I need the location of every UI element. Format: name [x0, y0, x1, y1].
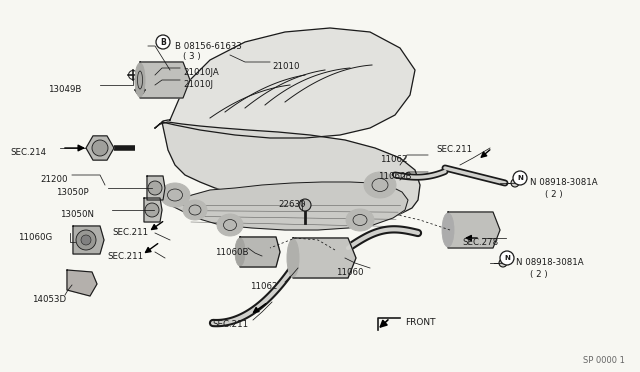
Circle shape	[513, 171, 527, 185]
Polygon shape	[86, 136, 114, 160]
Circle shape	[145, 203, 159, 217]
Polygon shape	[155, 122, 420, 222]
Text: 11060B: 11060B	[378, 172, 412, 181]
Circle shape	[76, 230, 96, 250]
Polygon shape	[67, 270, 97, 296]
Text: 11060B: 11060B	[215, 248, 248, 257]
Text: FRONT: FRONT	[405, 318, 435, 327]
Circle shape	[81, 235, 91, 245]
Text: 21200: 21200	[40, 175, 67, 184]
Text: SEC.214: SEC.214	[10, 148, 46, 157]
Text: SEC.211: SEC.211	[212, 320, 248, 329]
Text: SEC.278: SEC.278	[462, 238, 498, 247]
Circle shape	[148, 181, 162, 195]
Text: 11060: 11060	[336, 268, 364, 277]
Text: 13050P: 13050P	[56, 188, 88, 197]
Ellipse shape	[346, 209, 374, 231]
Text: N: N	[504, 255, 510, 261]
Polygon shape	[240, 237, 280, 267]
Ellipse shape	[135, 63, 145, 97]
Text: N 08918-3081A: N 08918-3081A	[516, 258, 584, 267]
Ellipse shape	[235, 238, 245, 266]
Text: 11062: 11062	[380, 155, 408, 164]
Circle shape	[156, 35, 170, 49]
Text: 21010: 21010	[272, 62, 300, 71]
Text: ( 3 ): ( 3 )	[183, 52, 200, 61]
Text: 13049B: 13049B	[48, 85, 81, 94]
Text: 11062: 11062	[250, 282, 278, 291]
Ellipse shape	[287, 239, 299, 277]
Circle shape	[92, 140, 108, 156]
Polygon shape	[448, 212, 500, 248]
Text: SP 0000 1: SP 0000 1	[583, 356, 625, 365]
Ellipse shape	[183, 200, 207, 220]
Text: 11060G: 11060G	[18, 233, 52, 242]
Circle shape	[499, 259, 507, 267]
Polygon shape	[170, 182, 408, 230]
Text: 14053D: 14053D	[32, 295, 66, 304]
Ellipse shape	[160, 183, 190, 207]
Text: N: N	[517, 175, 523, 181]
Ellipse shape	[364, 172, 396, 198]
Text: B 08156-61633: B 08156-61633	[175, 42, 242, 51]
Text: SEC.211: SEC.211	[107, 252, 143, 261]
Text: N 08918-3081A: N 08918-3081A	[530, 178, 598, 187]
Text: SEC.211: SEC.211	[112, 228, 148, 237]
Polygon shape	[147, 176, 165, 200]
Ellipse shape	[217, 214, 243, 236]
Text: 22630: 22630	[278, 200, 305, 209]
Text: 21010J: 21010J	[183, 80, 213, 89]
Circle shape	[511, 179, 519, 187]
Text: 13050N: 13050N	[60, 210, 94, 219]
Text: ( 2 ): ( 2 )	[530, 270, 548, 279]
Polygon shape	[73, 226, 104, 254]
Polygon shape	[140, 62, 190, 98]
Text: SEC.211: SEC.211	[436, 145, 472, 154]
Ellipse shape	[442, 213, 454, 247]
Polygon shape	[293, 238, 356, 278]
Text: ( 2 ): ( 2 )	[545, 190, 563, 199]
Circle shape	[500, 251, 514, 265]
Polygon shape	[144, 198, 162, 222]
Text: 21010JA: 21010JA	[183, 68, 219, 77]
Circle shape	[299, 199, 311, 211]
Polygon shape	[162, 28, 415, 138]
Text: B: B	[160, 38, 166, 46]
